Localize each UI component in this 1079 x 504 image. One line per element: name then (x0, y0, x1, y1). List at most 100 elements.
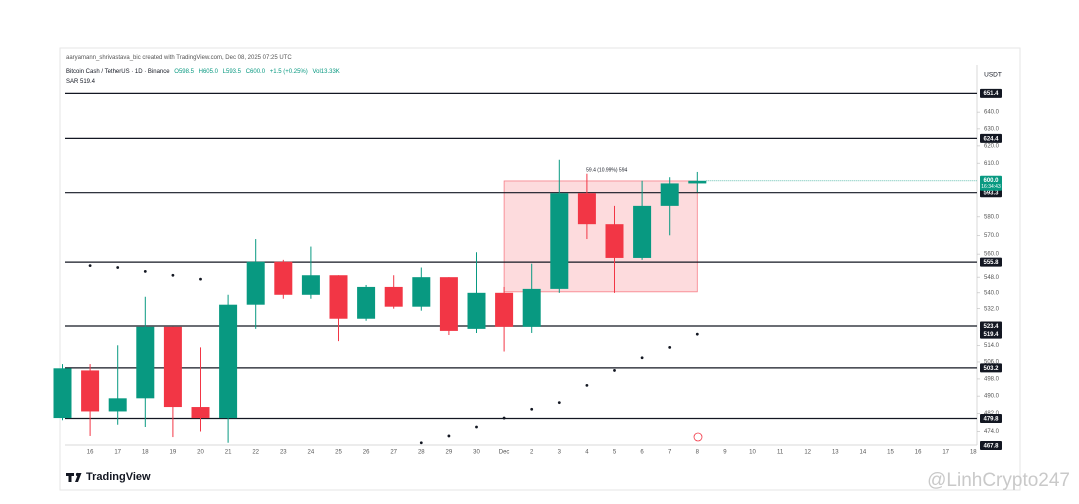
ohlc-close: C600.0 (245, 69, 266, 75)
range-box-label: 59.4 (10.99%) 594 (586, 167, 627, 173)
candle-body (246, 261, 265, 305)
legend-row: Bitcoin Cash / TetherUS · 1D · Binance O… (66, 69, 343, 75)
currency-label: USDT (984, 72, 1002, 79)
level-label-box (980, 363, 1002, 373)
sar-dot (557, 401, 561, 405)
x-tick-label: 18 (142, 450, 149, 456)
countdown-text: 16:34:43 (981, 184, 1001, 190)
candle-body (384, 286, 403, 307)
x-tick-label: 8 (696, 450, 700, 456)
current-price-text: 600.0 (983, 178, 999, 184)
candle-body (633, 205, 652, 258)
level-label-text: 651.4 (983, 91, 999, 97)
x-tick-label: 5 (613, 450, 617, 456)
x-tick-label: 7 (668, 450, 672, 456)
level-label-box (980, 133, 1002, 143)
level-label-box (980, 414, 1002, 424)
x-tick-label: 28 (418, 450, 425, 456)
x-tick-label: 19 (170, 450, 177, 456)
ohlc-low: L593.5 (222, 69, 242, 75)
y-tick-label: 610.0 (984, 161, 1000, 167)
sar-label-box (980, 329, 1002, 339)
x-tick-label: 22 (252, 450, 259, 456)
low-label-box (980, 440, 1002, 450)
level-label-text: 555.8 (983, 260, 999, 266)
low-label-text: 467.8 (983, 443, 999, 449)
candle-body (136, 326, 155, 399)
x-tick-label: 6 (640, 450, 644, 456)
sar-dot (640, 356, 644, 360)
y-tick-label: 474.0 (984, 429, 1000, 435)
x-tick-label: 20 (197, 450, 204, 456)
sar-dot (530, 407, 534, 411)
attribution: aaryamann_shrivastava_bic created with T… (66, 55, 292, 61)
candle-body (550, 193, 569, 289)
x-tick-label: 17 (942, 450, 949, 456)
candle-body (108, 398, 127, 412)
candle-body (439, 277, 458, 331)
sar-dot (502, 416, 506, 420)
sar-dot (613, 369, 616, 372)
current-price-box (980, 175, 1002, 191)
x-tick-label: 10 (749, 450, 756, 456)
x-tick-label: 14 (860, 450, 867, 456)
y-tick-label: 640.0 (984, 110, 1000, 116)
y-tick-label: 560.0 (984, 252, 1000, 258)
y-tick-label: 514.0 (984, 343, 1000, 349)
level-label-text: 593.3 (983, 191, 999, 197)
candle-body (605, 224, 624, 258)
x-tick-label: 26 (363, 450, 370, 456)
x-tick-label: 15 (887, 450, 894, 456)
ohlc-high: H605.0 (198, 69, 218, 75)
x-tick-label: 17 (114, 450, 121, 456)
sar-dot (475, 425, 478, 429)
brand-name: TradingView (86, 471, 151, 483)
level-label-text: 503.2 (983, 366, 999, 372)
candle-body (688, 180, 707, 184)
x-tick-label: 16 (915, 450, 922, 456)
candle-body (329, 275, 348, 319)
sar-dot (419, 441, 423, 445)
candle-body (301, 275, 320, 295)
sar-dot (695, 332, 699, 336)
candle-body (467, 292, 486, 329)
event-icon (693, 432, 703, 442)
sar-label-text: 519.4 (983, 332, 999, 338)
sar-dot (199, 277, 202, 281)
sar-dot (668, 345, 672, 349)
level-label-text: 523.4 (983, 324, 999, 330)
candle-body (53, 368, 72, 419)
brand-logo (66, 472, 82, 482)
candle-body (274, 261, 293, 295)
y-tick-label: 580.0 (984, 214, 1000, 220)
sar-dot (143, 269, 147, 273)
candle-body (163, 326, 182, 408)
x-tick-label: 29 (446, 450, 453, 456)
y-tick-label: 630.0 (984, 126, 1000, 132)
x-tick-label: 3 (558, 450, 562, 456)
sar-dot (447, 434, 451, 438)
volume: Vol13.33K (312, 69, 340, 75)
x-tick-label: 25 (335, 450, 342, 456)
x-tick-label: Dec (499, 450, 510, 456)
change: +1.5 (+0.25%) (269, 69, 308, 75)
x-tick-label: 13 (832, 450, 839, 456)
x-tick-label: 27 (390, 450, 397, 456)
x-tick-label: 11 (777, 450, 784, 456)
y-tick-label: 570.0 (984, 233, 1000, 239)
x-tick-label: 18 (970, 450, 977, 456)
candle-body (495, 292, 514, 327)
candle-body (577, 193, 596, 225)
sar-dot (171, 273, 175, 277)
candle-body (660, 183, 679, 206)
level-label-text: 479.8 (983, 416, 999, 422)
x-tick-label: 4 (585, 450, 589, 456)
symbol: Bitcoin Cash / TetherUS · 1D · Binance (66, 69, 170, 75)
y-tick-label: 532.0 (984, 306, 1000, 312)
sar-dot (88, 264, 92, 267)
sar-dot (116, 266, 120, 269)
ohlc-open: O598.5 (174, 69, 194, 75)
sar-dot (585, 383, 589, 387)
level-label-box (980, 321, 1002, 331)
